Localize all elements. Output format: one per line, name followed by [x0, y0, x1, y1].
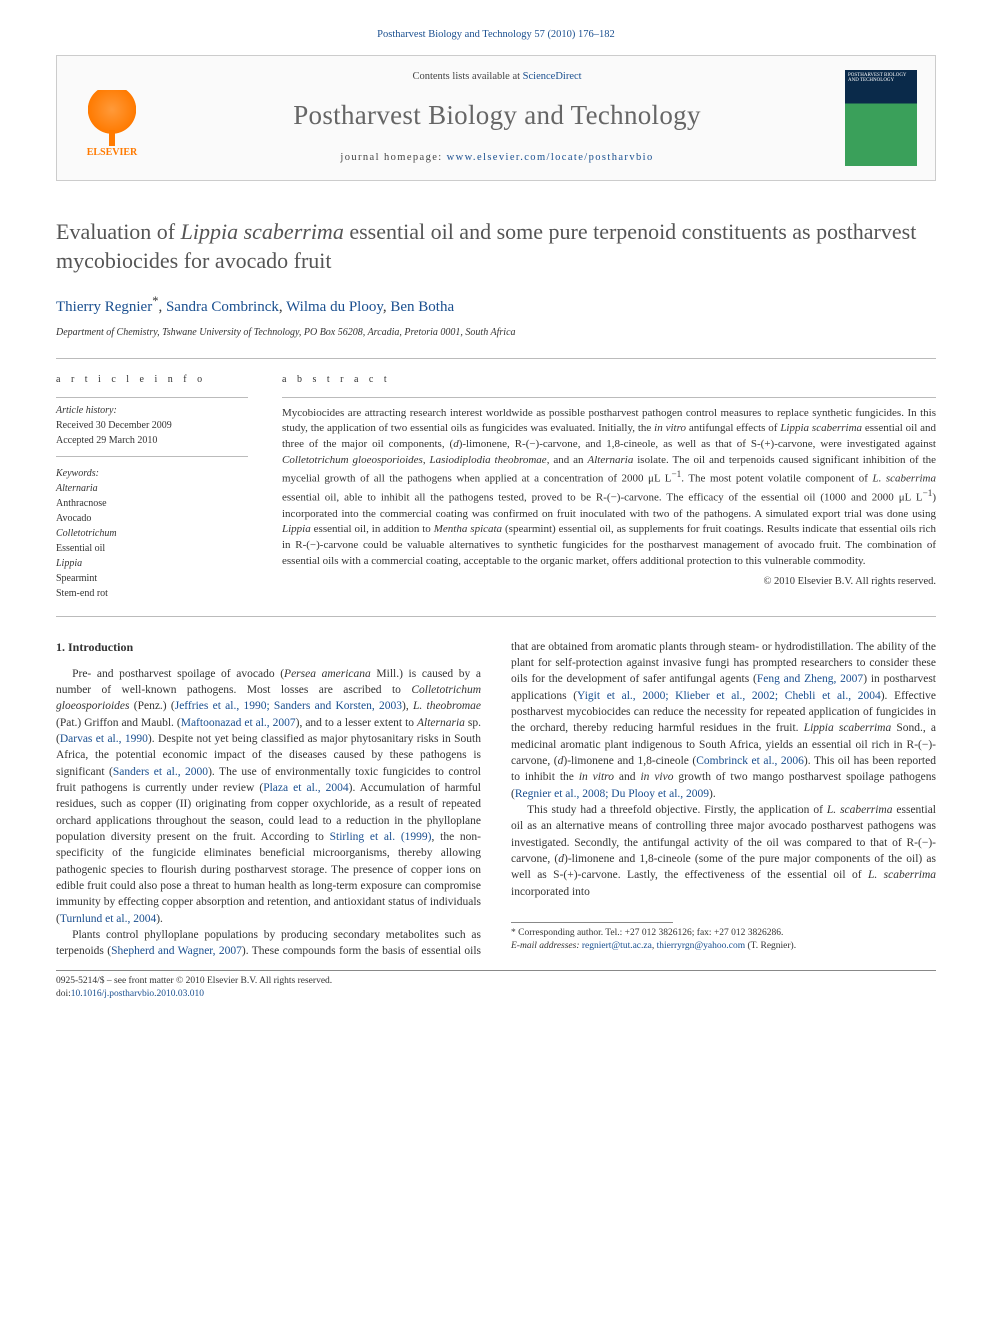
header-center: Contents lists available at ScienceDirec… [167, 70, 827, 165]
keyword-item: Anthracnose [56, 497, 248, 511]
elsevier-tree-icon [88, 90, 136, 146]
keyword-item: Avocado [56, 512, 248, 526]
journal-header-box: ELSEVIER Contents lists available at Sci… [56, 55, 936, 181]
abstract-copyright: © 2010 Elsevier B.V. All rights reserved… [282, 575, 936, 590]
body-two-column: 1. Introduction Pre- and postharvest spo… [56, 639, 936, 960]
body-paragraph: Pre- and postharvest spoilage of avocado… [56, 666, 481, 927]
doi-link[interactable]: 10.1016/j.postharvbio.2010.03.010 [71, 989, 204, 999]
sciencedirect-link[interactable]: ScienceDirect [523, 71, 582, 82]
journal-homepage-link[interactable]: www.elsevier.com/locate/postharvbio [447, 152, 654, 163]
article-info-column: a r t i c l e i n f o Article history: R… [56, 373, 248, 602]
bottom-rule [56, 970, 936, 971]
keywords-label: Keywords: [56, 467, 248, 481]
authors-list: Thierry Regnier*, Sandra Combrinck, Wilm… [56, 293, 936, 318]
corresponding-author: * Corresponding author. Tel.: +27 012 38… [511, 927, 936, 940]
email-label: E-mail addresses: [511, 941, 580, 951]
doi-line: doi:10.1016/j.postharvbio.2010.03.010 [56, 988, 936, 1001]
keyword-item: Spearmint [56, 572, 248, 586]
doi-label: doi: [56, 989, 71, 999]
info-divider [56, 456, 248, 457]
journal-citation-link[interactable]: Postharvest Biology and Technology 57 (2… [377, 29, 615, 40]
email-links: regniert@tut.ac.za, thierryrgn@yahoo.com… [582, 941, 796, 951]
journal-cover-thumb[interactable]: POSTHARVEST BIOLOGY AND TECHNOLOGY [845, 70, 917, 166]
email-addresses-line: E-mail addresses: regniert@tut.ac.za, th… [511, 940, 936, 953]
contents-lists-line: Contents lists available at ScienceDirec… [167, 70, 827, 85]
abstract-column: a b s t r a c t Mycobiocides are attract… [282, 373, 936, 602]
publisher-name: ELSEVIER [87, 146, 138, 160]
section-1-heading: 1. Introduction [56, 639, 481, 656]
journal-homepage-line: journal homepage: www.elsevier.com/locat… [167, 151, 827, 166]
footnote-rule [511, 922, 673, 923]
abstract-divider [282, 397, 936, 398]
accepted-line: Accepted 29 March 2010 [56, 434, 248, 448]
body-paragraph: This study had a threefold objective. Fi… [511, 802, 936, 900]
meta-abstract-row: a r t i c l e i n f o Article history: R… [56, 373, 936, 602]
abstract-text: Mycobiocides are attracting research int… [282, 406, 936, 569]
issn-line: 0925-5214/$ – see front matter © 2010 El… [56, 975, 936, 988]
bottom-meta: 0925-5214/$ – see front matter © 2010 El… [56, 975, 936, 1001]
section-divider [56, 616, 936, 617]
keyword-item: Alternaria [56, 482, 248, 496]
keyword-item: Stem-end rot [56, 587, 248, 601]
footnote-block: * Corresponding author. Tel.: +27 012 38… [511, 922, 936, 953]
keywords-block: Keywords: AlternariaAnthracnoseAvocadoCo… [56, 467, 248, 601]
info-divider [56, 397, 248, 398]
section-divider [56, 358, 936, 359]
keyword-item: Essential oil [56, 542, 248, 556]
journal-citation: Postharvest Biology and Technology 57 (2… [56, 28, 936, 43]
keyword-item: Lippia [56, 557, 248, 571]
article-title: Evaluation of Lippia scaberrima essentia… [56, 217, 936, 275]
homepage-pre: journal homepage: [340, 152, 446, 163]
cover-title-text: POSTHARVEST BIOLOGY AND TECHNOLOGY [848, 73, 914, 84]
history-label: Article history: [56, 404, 248, 418]
contents-pre: Contents lists available at [412, 71, 522, 82]
journal-name: Postharvest Biology and Technology [167, 97, 827, 135]
received-line: Received 30 December 2009 [56, 419, 248, 433]
keyword-item: Colletotrichum [56, 527, 248, 541]
affiliation: Department of Chemistry, Tshwane Univers… [56, 326, 936, 340]
abstract-heading: a b s t r a c t [282, 373, 936, 387]
elsevier-logo[interactable]: ELSEVIER [75, 76, 149, 160]
article-info-heading: a r t i c l e i n f o [56, 373, 248, 387]
